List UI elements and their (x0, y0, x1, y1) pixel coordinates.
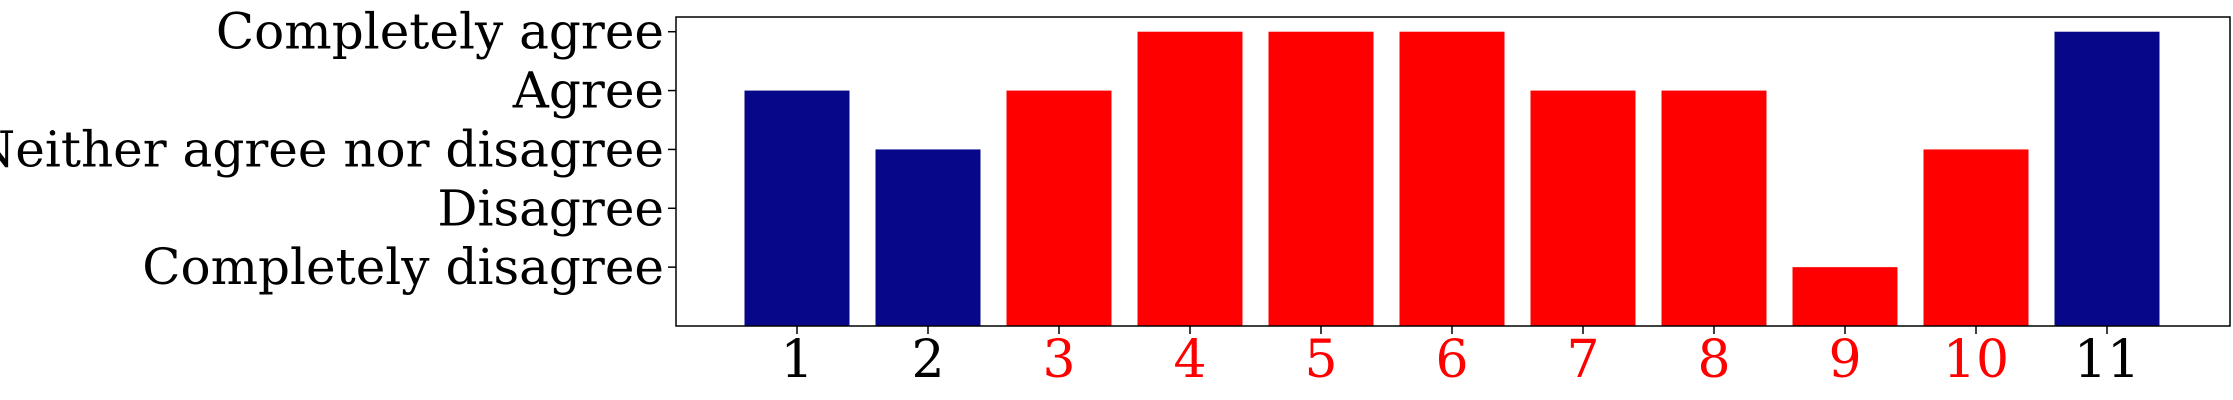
y-tick-label: Completely disagree (142, 238, 664, 296)
y-tick-label: Agree (512, 62, 664, 120)
bar-6 (1399, 31, 1505, 326)
y-tick-label: Neither agree nor disagree (0, 120, 664, 178)
x-tick-label: 6 (1435, 330, 1468, 390)
x-tick-label: 8 (1697, 330, 1730, 390)
y-tick-label: Disagree (437, 179, 664, 237)
bar-8 (1661, 90, 1767, 326)
x-tick-label: 1 (780, 330, 813, 390)
bars-layer (744, 31, 2160, 326)
x-tick-label: 3 (1042, 330, 1075, 390)
x-tick-label: 11 (2074, 330, 2140, 390)
x-tick-label: 2 (911, 330, 944, 390)
x-axis: 1 2 3 4 5 6 7 8 9 10 11 (780, 326, 2140, 390)
bar-3 (1006, 90, 1112, 326)
plot-frame (675, 16, 2231, 327)
bar-9 (1792, 267, 1898, 326)
x-tick-label: 10 (1943, 330, 2009, 390)
bar-1 (744, 90, 850, 326)
bar-10 (1923, 149, 2029, 326)
bar-2 (875, 149, 981, 326)
bar-4 (1137, 31, 1243, 326)
x-tick-label: 5 (1304, 330, 1337, 390)
x-tick-label: 7 (1566, 330, 1599, 390)
bar-11 (2054, 31, 2160, 326)
x-tick-label: 4 (1173, 330, 1206, 390)
bar-7 (1530, 90, 1636, 326)
y-tick-label: Completely agree (216, 3, 664, 61)
x-tick-label: 9 (1828, 330, 1861, 390)
bar-5 (1268, 31, 1374, 326)
